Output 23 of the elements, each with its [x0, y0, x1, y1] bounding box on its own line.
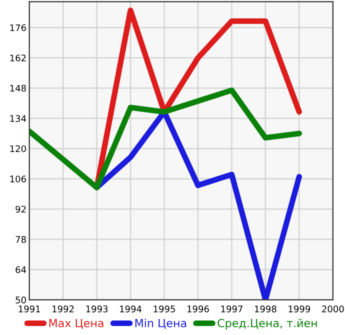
x-tick-label: 1997: [221, 306, 242, 312]
x-tick-label: 1994: [120, 306, 142, 312]
legend-label: Min Цена: [135, 318, 186, 329]
x-tick-label: 1992: [52, 306, 74, 312]
y-tick-label: 134: [10, 115, 26, 122]
x-tick-label: 1998: [254, 306, 276, 312]
y-tick-label: 162: [10, 54, 26, 62]
y-tick-label: 176: [10, 24, 26, 32]
y-tick-label: 120: [10, 145, 26, 152]
legend-label: Max Цена: [49, 319, 104, 329]
y-tick-label: 50: [16, 296, 26, 304]
x-tick-label: 1993: [86, 306, 108, 312]
y-tick-label: 92: [16, 206, 26, 213]
y-tick-label: 148: [10, 84, 26, 92]
x-tick-label: 1991: [18, 306, 40, 312]
legend-label: Сред.Цена, т.йен: [218, 318, 317, 330]
y-tick-label: 106: [10, 176, 26, 182]
x-tick-label: 1995: [154, 306, 175, 312]
x-tick-label: 1999: [288, 306, 310, 312]
y-tick-label: 78: [16, 236, 26, 243]
x-tick-label: 2000: [322, 306, 344, 312]
x-tick-label: 1996: [187, 306, 209, 312]
y-tick-label: 64: [16, 266, 26, 274]
